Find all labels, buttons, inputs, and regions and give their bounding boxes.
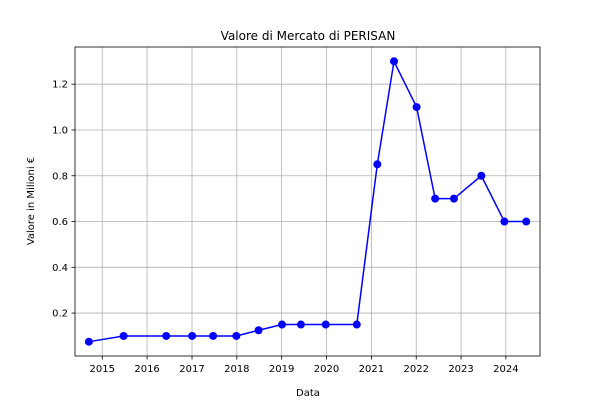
x-tick-label: 2017 (179, 364, 204, 375)
x-tick-label: 2018 (224, 364, 249, 375)
data-point (209, 331, 218, 340)
data-point (162, 331, 171, 340)
series-line (88, 60, 527, 343)
plot-frame (74, 46, 541, 357)
series-blue (84, 57, 531, 346)
data-point (84, 337, 93, 346)
y-axis-label: Valore in Milioni € (26, 157, 37, 245)
chart-title: Valore di Mercato di PERISAN (221, 29, 396, 43)
data-point (412, 103, 421, 112)
y-tick-label: 0.4 (52, 263, 68, 274)
data-point (232, 331, 241, 340)
data-point (296, 320, 305, 329)
y-tick-label: 1.2 (52, 80, 68, 91)
grid (75, 47, 540, 356)
y-tick-label: 0.6 (52, 217, 68, 228)
x-tick-label: 2015 (90, 364, 115, 375)
data-point (254, 326, 263, 335)
y-tick-label: 0.8 (52, 171, 68, 182)
x-axis-label: Data (296, 388, 320, 399)
y-tick-label: 0.2 (52, 309, 68, 320)
x-tick-label: 2021 (359, 364, 384, 375)
data-point (522, 217, 531, 226)
x-tick-label: 2020 (314, 364, 339, 375)
data-point (119, 331, 128, 340)
x-tick-label: 2024 (493, 364, 518, 375)
data-point (278, 320, 287, 329)
data-point (373, 160, 382, 169)
data-point (449, 194, 458, 203)
x-tick-label: 2016 (134, 364, 159, 375)
x-tick-label: 2019 (269, 364, 294, 375)
data-point (431, 194, 440, 203)
data-point (477, 171, 486, 180)
data-point (321, 320, 330, 329)
data-point (390, 57, 398, 66)
data-point (352, 320, 361, 329)
x-tick-label: 2022 (404, 364, 429, 375)
data-point (188, 331, 197, 340)
axes: 2015 2016 2017 2018 2019 2020 2021 2022 2023 2024… (52, 46, 541, 375)
y-tick-label: 1.0 (52, 125, 68, 136)
data-point (500, 217, 509, 226)
x-tick-label: 2023 (448, 364, 473, 375)
